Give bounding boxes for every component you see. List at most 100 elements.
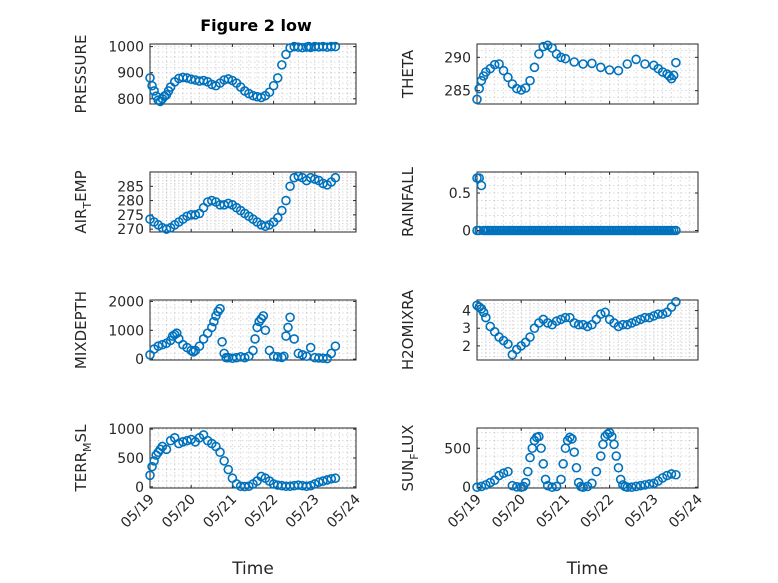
data-point: [573, 319, 584, 330]
data-point: [297, 350, 308, 360]
data-point: [644, 479, 655, 489]
data-point: [529, 62, 540, 73]
y-tick-label: 1000: [108, 323, 144, 339]
data-point: [635, 480, 646, 491]
data-point: [215, 447, 225, 458]
data-point: [161, 224, 172, 234]
data-point: [631, 481, 641, 492]
ylabel-part: SL: [72, 424, 90, 443]
data-point: [569, 447, 580, 457]
data-point: [171, 328, 182, 338]
data-point: [569, 318, 580, 328]
y-axis-label: MIXDEPTH: [72, 291, 90, 369]
data-point: [209, 316, 219, 327]
data-point: [609, 439, 619, 450]
data-point: [498, 468, 509, 478]
data-point: [268, 80, 279, 91]
data-point: [611, 451, 622, 461]
data-point: [272, 212, 283, 223]
x-axis-label: Time: [231, 559, 274, 579]
data-point: [551, 316, 562, 326]
data-point: [215, 303, 225, 314]
y-tick-label: 280: [117, 194, 144, 210]
data-point: [668, 70, 679, 81]
data-point: [301, 481, 312, 492]
data-point: [657, 309, 668, 319]
y-tick-label: 0: [135, 352, 144, 368]
y-tick-label: 800: [117, 92, 144, 108]
x-tick-label: 05/22: [578, 492, 618, 532]
data-point: [525, 75, 535, 86]
data-point: [631, 54, 641, 65]
data-point: [507, 480, 518, 491]
data-point: [536, 443, 546, 454]
data-point: [305, 172, 316, 183]
y-tick-label: 1000: [108, 40, 144, 56]
data-point: [503, 72, 513, 83]
data-point: [207, 195, 217, 206]
data-point: [489, 59, 500, 70]
data-point: [600, 307, 610, 318]
y-tick-label: 3: [462, 321, 471, 337]
data-point: [330, 41, 341, 52]
data-point: [534, 431, 544, 442]
data-point: [565, 432, 575, 443]
data-point: [498, 65, 509, 76]
data-point: [285, 181, 295, 192]
x-tick-label: 05/24: [666, 491, 706, 531]
y-tick-label: 900: [117, 66, 144, 82]
data-point: [595, 451, 606, 461]
data-point: [277, 60, 287, 70]
data-point: [198, 75, 209, 86]
data-point: [567, 434, 577, 444]
x-tick-label: 05/21: [200, 492, 240, 532]
data-point: [281, 331, 291, 341]
data-point: [604, 65, 615, 75]
data-point: [671, 225, 681, 236]
data-point: [190, 210, 201, 220]
panel-theta: 285 290 THETA: [399, 40, 699, 105]
ylabel-part: EMP: [72, 170, 90, 201]
data-point: [640, 59, 650, 69]
data-point: [472, 94, 482, 105]
data-point: [622, 319, 633, 330]
data-point: [644, 312, 655, 323]
panel-sun-flux: 0 500 SUNFLUX 05/19 05/20 05/21 05/22 05/23 05/2…: [399, 425, 706, 579]
data-point: [551, 481, 562, 492]
data-point: [283, 322, 293, 333]
data-point: [186, 345, 196, 356]
data-point: [578, 319, 588, 330]
data-point: [662, 470, 672, 481]
panel-pressure: 800 900 1000 PRESSURE: [72, 35, 357, 113]
data-point: [578, 59, 588, 69]
ylabel-subscript: M: [81, 442, 94, 452]
data-point: [591, 466, 602, 477]
ylabel-part: LUX: [399, 425, 417, 454]
data-point: [569, 57, 580, 67]
data-point: [664, 71, 675, 81]
y-tick-label: 290: [444, 50, 471, 66]
ylabel-part: SUN: [399, 460, 417, 492]
data-point: [147, 80, 157, 91]
data-point: [538, 459, 549, 469]
data-point: [587, 58, 597, 69]
y-tick-label: 1000: [108, 422, 144, 438]
data-point: [640, 480, 650, 490]
data-point: [318, 476, 328, 486]
data-point: [326, 473, 337, 484]
data-point: [264, 87, 275, 98]
data-point: [622, 59, 633, 69]
data-point: [314, 477, 324, 488]
data-point: [560, 312, 571, 323]
data-point: [640, 312, 650, 323]
data-point: [547, 43, 557, 53]
plot-area: [150, 300, 356, 360]
figure-title: Figure 2 low: [200, 16, 312, 35]
data-point: [250, 334, 260, 344]
y-axis-label: H2OMIXRA: [399, 289, 417, 370]
data-point: [635, 314, 646, 325]
data-point: [571, 462, 582, 473]
data-point: [578, 482, 588, 493]
data-point: [626, 318, 637, 328]
data-point: [556, 52, 566, 63]
